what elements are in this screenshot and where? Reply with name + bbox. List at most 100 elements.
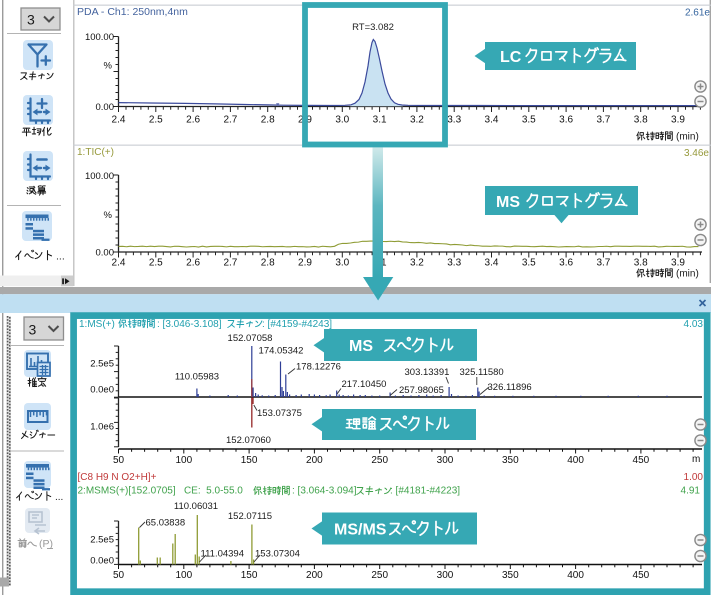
svg-text:m: m — [692, 454, 700, 465]
svg-text:MS: MS — [496, 194, 520, 211]
svg-text:153.07304: 153.07304 — [255, 549, 300, 560]
svg-text:400: 400 — [567, 570, 584, 581]
svg-text:...: ... — [56, 251, 65, 263]
svg-text:: [#4181-#4223]: : [#4181-#4223] — [390, 486, 460, 497]
svg-text:200: 200 — [306, 570, 323, 581]
svg-text:2.5e5: 2.5e5 — [90, 535, 114, 546]
svg-text:350: 350 — [502, 570, 519, 581]
svg-text:174.05342: 174.05342 — [259, 346, 304, 357]
svg-text:PDA - Ch1: 250nm,4nm: PDA - Ch1: 250nm,4nm — [77, 6, 188, 18]
svg-text:3.6: 3.6 — [559, 258, 573, 269]
svg-text:3.9: 3.9 — [671, 115, 685, 126]
svg-text:300: 300 — [437, 455, 454, 466]
svg-text:: [3.046-3.108]: : [3.046-3.108] — [157, 319, 222, 330]
svg-text:3: 3 — [27, 12, 35, 28]
svg-text:178.12276: 178.12276 — [296, 362, 341, 373]
svg-text:0.0e0: 0.0e0 — [90, 385, 114, 396]
svg-text:303.13391: 303.13391 — [405, 367, 450, 378]
svg-text:152.07058: 152.07058 — [228, 333, 273, 344]
svg-text:110.05983: 110.05983 — [175, 372, 219, 383]
svg-text:2:MSMS(+)[152.0705] CE: 5.0: 2:MSMS(+)[152.0705] CE: 5.0-55.0 — [78, 486, 244, 497]
svg-text:2.4: 2.4 — [112, 115, 126, 126]
svg-text:2.5e5: 2.5e5 — [90, 359, 114, 370]
svg-text:4.91: 4.91 — [681, 486, 701, 497]
svg-text:3.4: 3.4 — [485, 258, 499, 269]
svg-text:RT=3.082: RT=3.082 — [352, 22, 394, 33]
svg-text:2.5: 2.5 — [149, 115, 163, 126]
svg-text:[C8 H9 N O2+H]+: [C8 H9 N O2+H]+ — [78, 472, 157, 483]
svg-text:325.11580: 325.11580 — [460, 367, 504, 378]
svg-text:...: ... — [55, 492, 63, 503]
svg-text:100.00: 100.00 — [85, 171, 114, 182]
svg-text:LC: LC — [500, 49, 522, 66]
svg-text:350: 350 — [502, 455, 519, 466]
svg-text:3.8: 3.8 — [634, 115, 648, 126]
svg-text:(min): (min) — [676, 132, 699, 143]
svg-text:3.2: 3.2 — [410, 115, 424, 126]
svg-text:1.0e6: 1.0e6 — [90, 422, 114, 433]
svg-text:400: 400 — [567, 455, 584, 466]
svg-text:450: 450 — [633, 455, 650, 466]
svg-text:3.6: 3.6 — [559, 115, 573, 126]
svg-text:%: % — [104, 61, 113, 72]
svg-text:152.07115: 152.07115 — [228, 511, 272, 522]
svg-text:3.2: 3.2 — [410, 258, 424, 269]
svg-text:2.4: 2.4 — [112, 258, 126, 269]
svg-text:300: 300 — [437, 570, 454, 581]
svg-text:3.46e: 3.46e — [684, 148, 709, 159]
svg-text:1:MS(+): 1:MS(+) — [79, 319, 115, 330]
svg-text:2.6: 2.6 — [186, 115, 200, 126]
svg-text:50: 50 — [113, 570, 125, 581]
svg-text:3.1: 3.1 — [373, 115, 387, 126]
svg-text:2.9: 2.9 — [298, 258, 312, 269]
svg-text:111.04394: 111.04394 — [201, 549, 245, 560]
svg-text:0.0e0: 0.0e0 — [90, 556, 114, 567]
svg-text:0.00: 0.00 — [96, 102, 115, 113]
svg-text:3.8: 3.8 — [634, 258, 648, 269]
svg-text:257.98065: 257.98065 — [399, 385, 444, 396]
svg-text:200: 200 — [306, 455, 323, 466]
svg-text:2.6: 2.6 — [186, 258, 200, 269]
svg-text:250: 250 — [371, 455, 388, 466]
svg-text:3.0: 3.0 — [335, 115, 349, 126]
svg-text:2.5: 2.5 — [149, 258, 163, 269]
svg-text:100: 100 — [175, 570, 192, 581]
svg-text:152.07060: 152.07060 — [226, 435, 271, 446]
svg-text:1.00: 1.00 — [684, 472, 704, 483]
svg-text:2.61e: 2.61e — [685, 8, 710, 19]
svg-text:3.7: 3.7 — [596, 115, 610, 126]
svg-text:2.7: 2.7 — [223, 258, 237, 269]
svg-text:3.4: 3.4 — [485, 115, 499, 126]
svg-text:: [3.064-3.094]: : [3.064-3.094] — [292, 486, 357, 497]
svg-text:3: 3 — [29, 322, 37, 338]
svg-text:2.7: 2.7 — [223, 115, 237, 126]
svg-text:150: 150 — [241, 455, 258, 466]
svg-text:153.07375: 153.07375 — [257, 408, 302, 419]
svg-text:3.0: 3.0 — [335, 258, 349, 269]
svg-text:110.06031: 110.06031 — [174, 501, 218, 512]
svg-text:3.7: 3.7 — [596, 258, 610, 269]
svg-text:50: 50 — [113, 455, 125, 466]
svg-text:3.3: 3.3 — [447, 258, 461, 269]
svg-text:250: 250 — [371, 570, 388, 581]
svg-text:3.3: 3.3 — [447, 115, 461, 126]
svg-text:4.03: 4.03 — [684, 319, 704, 330]
svg-text:%: % — [104, 210, 113, 221]
svg-text:MS: MS — [349, 338, 373, 355]
svg-text:450: 450 — [633, 570, 650, 581]
svg-text:1:TIC(+): 1:TIC(+) — [77, 147, 114, 158]
svg-text:MS/MS: MS/MS — [334, 522, 387, 539]
svg-text:2.8: 2.8 — [261, 258, 275, 269]
svg-text:3.9: 3.9 — [671, 258, 685, 269]
svg-text:3.5: 3.5 — [522, 115, 536, 126]
svg-text:217.10450: 217.10450 — [342, 379, 387, 390]
svg-text:100.00: 100.00 — [85, 32, 114, 43]
svg-text:3.5: 3.5 — [522, 258, 536, 269]
svg-text:: [#4159-#4243]: : [#4159-#4243] — [262, 319, 332, 330]
svg-text:2.8: 2.8 — [261, 115, 275, 126]
svg-text:150: 150 — [241, 570, 258, 581]
svg-text:65.03838: 65.03838 — [146, 518, 186, 529]
svg-text:100: 100 — [175, 455, 192, 466]
svg-text:326.11896: 326.11896 — [488, 382, 532, 393]
svg-text:(min): (min) — [676, 269, 699, 280]
